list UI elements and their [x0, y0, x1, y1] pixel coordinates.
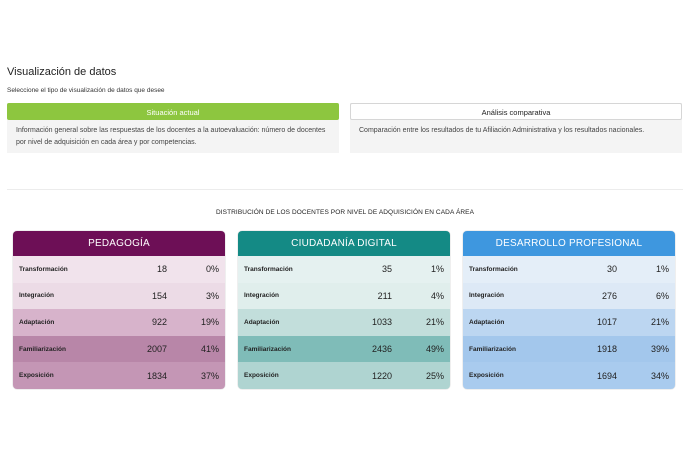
level-label: Exposición: [244, 372, 279, 380]
table-row: Familiarización 2007 41%: [13, 335, 225, 363]
analisis-comparativa-description: Comparación entre los resultados de tu A…: [359, 127, 645, 134]
level-count: 1694: [596, 370, 617, 381]
level-percent: 41%: [200, 344, 219, 355]
card-ciudadania-digital: CIUDADANÍA DIGITAL Transformación 35 1% In…: [238, 231, 450, 389]
level-label: Familiarización: [469, 345, 516, 353]
level-label: Transformación: [469, 265, 518, 273]
level-label: Familiarización: [19, 345, 66, 353]
level-percent: 21%: [425, 317, 444, 328]
situacion-actual-button[interactable]: Situación actual: [7, 103, 339, 120]
level-count: 35: [381, 264, 392, 275]
table-row: Exposición 1220 25%: [238, 362, 450, 389]
level-count: 1918: [596, 344, 617, 355]
level-count: 1033: [371, 317, 392, 328]
level-percent: 19%: [200, 317, 219, 328]
table-row: Familiarización 2436 49%: [238, 335, 450, 363]
table-row: Familiarización 1918 39%: [463, 335, 675, 363]
page-subtitle: Seleccione el tipo de visualización de d…: [7, 87, 165, 94]
level-label: Integración: [244, 292, 280, 300]
level-label: Adaptación: [19, 318, 55, 326]
section-divider: [7, 189, 683, 190]
table-row: Transformación 35 1%: [238, 256, 450, 283]
table-row: Exposición 1834 37%: [13, 362, 225, 389]
level-percent: 21%: [650, 317, 669, 328]
table-row: Exposición 1694 34%: [463, 362, 675, 389]
table-row: Adaptación 1017 21%: [463, 309, 675, 336]
level-percent: 37%: [200, 370, 219, 381]
level-percent: 3%: [205, 290, 219, 301]
level-label: Integración: [469, 292, 505, 300]
page-title: Visualización de datos: [7, 66, 117, 78]
level-label: Adaptación: [469, 318, 505, 326]
level-label: Integración: [19, 292, 55, 300]
distribution-title: DISTRIBUCIÓN DE LOS DOCENTES POR NIVEL D…: [215, 209, 475, 216]
table-row: Integración 211 4%: [238, 282, 450, 310]
level-count: 2007: [146, 344, 167, 355]
table-row: Transformación 30 1%: [463, 256, 675, 283]
level-count: 1017: [596, 317, 617, 328]
level-percent: 39%: [650, 344, 669, 355]
level-count: 1220: [371, 370, 392, 381]
analisis-comparativa-button[interactable]: Análisis comparativa: [350, 103, 682, 120]
level-count: 922: [151, 317, 167, 328]
level-count: 1834: [146, 370, 167, 381]
table-row: Integración 276 6%: [463, 282, 675, 310]
level-count: 276: [601, 290, 617, 301]
level-count: 18: [156, 264, 167, 275]
level-label: Exposición: [19, 372, 54, 380]
level-percent: 4%: [430, 290, 444, 301]
table-row: Integración 154 3%: [13, 282, 225, 310]
level-percent: 25%: [425, 370, 444, 381]
situacion-actual-description: Información general sobre las respuestas…: [16, 127, 326, 146]
level-count: 154: [151, 290, 167, 301]
level-label: Adaptación: [244, 318, 280, 326]
level-percent: 0%: [205, 264, 219, 275]
option-situacion-actual: Situación actual Información general sob…: [7, 103, 339, 153]
level-label: Familiarización: [244, 345, 291, 353]
level-percent: 49%: [425, 344, 444, 355]
level-count: 211: [377, 290, 392, 301]
level-percent: 1%: [430, 264, 444, 275]
level-count: 30: [606, 264, 617, 275]
card-title: PEDAGOGÍA: [13, 231, 225, 256]
level-percent: 34%: [650, 370, 669, 381]
table-row: Adaptación 922 19%: [13, 309, 225, 336]
level-percent: 1%: [655, 264, 669, 275]
level-label: Transformación: [244, 265, 293, 273]
option-analisis-comparativa: Análisis comparativa Comparación entre l…: [350, 103, 682, 153]
level-label: Exposición: [469, 372, 504, 380]
card-title: CIUDADANÍA DIGITAL: [238, 231, 450, 256]
level-label: Transformación: [19, 265, 68, 273]
card-desarrollo-profesional: DESARROLLO PROFESIONAL Transformación 30 1…: [463, 231, 675, 389]
table-row: Transformación 18 0%: [13, 256, 225, 283]
table-row: Adaptación 1033 21%: [238, 309, 450, 336]
card-pedagogia: PEDAGOGÍA Transformación 18 0% Integración…: [13, 231, 225, 389]
level-count: 2436: [371, 344, 392, 355]
level-percent: 6%: [655, 290, 669, 301]
card-title: DESARROLLO PROFESIONAL: [463, 231, 675, 256]
